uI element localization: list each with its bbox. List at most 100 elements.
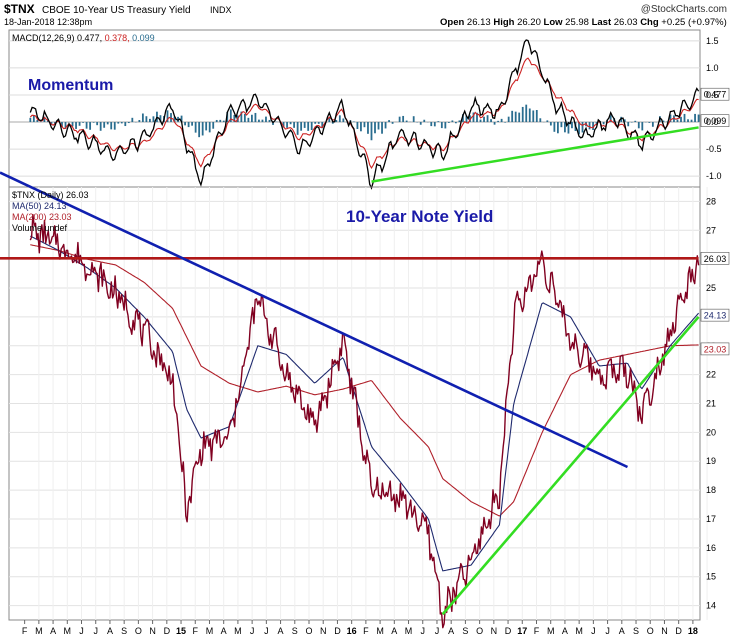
macd-tick-label: 1.5 <box>706 36 719 46</box>
hist-value-badge: 0.099 <box>700 114 730 127</box>
date-label: 18-Jan-2018 12:38pm <box>4 17 92 27</box>
macd-uptrend-line <box>371 126 699 183</box>
macd-tick-label: 1.0 <box>706 63 719 73</box>
x-tick-label: M <box>547 626 555 636</box>
x-tick-label: J <box>79 626 84 636</box>
x-tick-label: J <box>605 626 610 636</box>
x-tick-label: J <box>93 626 98 636</box>
ma50-badge: 24.13 <box>700 308 730 322</box>
price-tick-label: 20 <box>706 427 716 437</box>
price-series <box>29 213 700 629</box>
macd-legend: MACD(12,26,9) 0.477, 0.378, 0.099 <box>12 33 155 43</box>
signal-line <box>29 57 699 169</box>
ma200-line <box>30 244 699 517</box>
macd-y-ticks: 1.5 1.0 0.5 0.0 -0.5 -1.0 <box>706 36 722 181</box>
macd-lines: 0.477 0.099 <box>29 39 730 190</box>
ma50-badge-box <box>700 308 730 322</box>
price-tick-label: 16 <box>706 543 716 553</box>
macd-value-badge-box <box>700 87 730 101</box>
x-tick-label: F <box>534 626 540 636</box>
x-tick-label: A <box>619 626 625 636</box>
price-tick-label: 15 <box>706 572 716 582</box>
uptrend-trendline <box>441 316 700 616</box>
x-tick-label: S <box>121 626 127 636</box>
price-tick-label: 22 <box>706 370 716 380</box>
x-tick-label: 16 <box>347 626 357 636</box>
last-price-badge-box <box>700 252 730 265</box>
x-tick-label: M <box>575 626 583 636</box>
hist-value-badge-text: 0.099 <box>704 116 727 126</box>
x-tick-label: A <box>391 626 397 636</box>
price-tick-label: 25 <box>706 283 716 293</box>
macd-tick-label: -0.5 <box>706 144 722 154</box>
legend-price: $TNX (Daily) 26.03 <box>12 190 89 200</box>
x-tick-label: A <box>448 626 454 636</box>
ma200-badge-box <box>700 342 730 356</box>
x-tick-label: F <box>363 626 369 636</box>
legend-ma200: MA(200) 23.03 <box>12 212 72 222</box>
downtrend-trendline <box>0 171 629 469</box>
symbol-label: $TNX <box>4 2 35 16</box>
x-tick-label: J <box>250 626 255 636</box>
x-tick-label: A <box>278 626 284 636</box>
x-tick-label: N <box>491 626 498 636</box>
x-tick-label: A <box>562 626 568 636</box>
x-tick-label: N <box>149 626 156 636</box>
macd-tick-label: -1.0 <box>706 171 722 181</box>
x-tick-label: 15 <box>176 626 186 636</box>
x-tick-label: D <box>164 626 171 636</box>
legend-ma50: MA(50) 24.13 <box>12 201 67 211</box>
price-legend: $TNX (Daily) 26.03 MA(50) 24.13 MA(200) … <box>12 190 89 233</box>
x-tick-label: F <box>22 626 28 636</box>
price-tick-label: 17 <box>706 514 716 524</box>
x-tick-label: J <box>264 626 269 636</box>
price-tick-label: 19 <box>706 456 716 466</box>
x-tick-label: D <box>334 626 341 636</box>
x-tick-label: M <box>35 626 43 636</box>
macd-tick-label: 0.5 <box>706 90 719 100</box>
x-axis: F M A M J J A S O N D 15 F M A M J J A S O N D 16 F M A M J J A S O N D 17 F… <box>22 620 698 636</box>
svg-text:Open 26.13 High 26.20 Low 25.9: Open 26.13 High 26.20 Low 25.98 Last 26.… <box>440 17 727 28</box>
momentum-annotation: Momentum <box>28 77 113 94</box>
macd-line <box>29 39 700 190</box>
ohlc-readout: Open 26.13 High 26.20 Low 25.98 Last 26.… <box>440 17 727 28</box>
x-tick-label: A <box>221 626 227 636</box>
x-tick-label: A <box>50 626 56 636</box>
price-tick-label: 18 <box>706 485 716 495</box>
exchange-label: INDX <box>210 5 232 15</box>
symbol-name: CBOE 10-Year US Treasury Yield <box>42 5 191 16</box>
price-tick-label: 28 <box>706 196 716 206</box>
last-price-badge: 26.03 <box>700 252 730 265</box>
macd-tick-label: 0.0 <box>706 117 719 127</box>
macd-value-badge: 0.477 <box>700 87 730 101</box>
watermark: @StockCharts.com <box>641 4 727 15</box>
x-tick-label: A <box>107 626 113 636</box>
trendlines: 26.03 24.13 23.03 <box>0 171 730 616</box>
ma200-badge-text: 23.03 <box>704 344 727 354</box>
price-tick-label: 14 <box>706 601 716 611</box>
x-tick-label: M <box>234 626 242 636</box>
macd-value-badge-text: 0.477 <box>704 90 727 100</box>
x-tick-label: O <box>476 626 483 636</box>
x-tick-label: O <box>647 626 654 636</box>
x-tick-label: J <box>420 626 425 636</box>
x-tick-label: S <box>633 626 639 636</box>
x-tick-label: N <box>661 626 668 636</box>
price-tick-label: 21 <box>706 399 716 409</box>
price-tick-label: 27 <box>706 225 716 235</box>
x-tick-label: M <box>376 626 384 636</box>
yield-annotation: 10-Year Note Yield <box>346 207 493 226</box>
x-tick-label: J <box>591 626 596 636</box>
x-tick-label: J <box>435 626 440 636</box>
x-tick-label: 18 <box>688 626 698 636</box>
x-tick-label: O <box>135 626 142 636</box>
x-tick-label: D <box>675 626 682 636</box>
x-tick-label: S <box>292 626 298 636</box>
x-tick-label: F <box>193 626 199 636</box>
price-gridlines <box>9 187 708 620</box>
last-price-badge-text: 26.03 <box>704 254 727 264</box>
legend-volume: Volume undef <box>12 223 68 233</box>
x-tick-label: 17 <box>517 626 527 636</box>
x-tick-label: O <box>305 626 312 636</box>
